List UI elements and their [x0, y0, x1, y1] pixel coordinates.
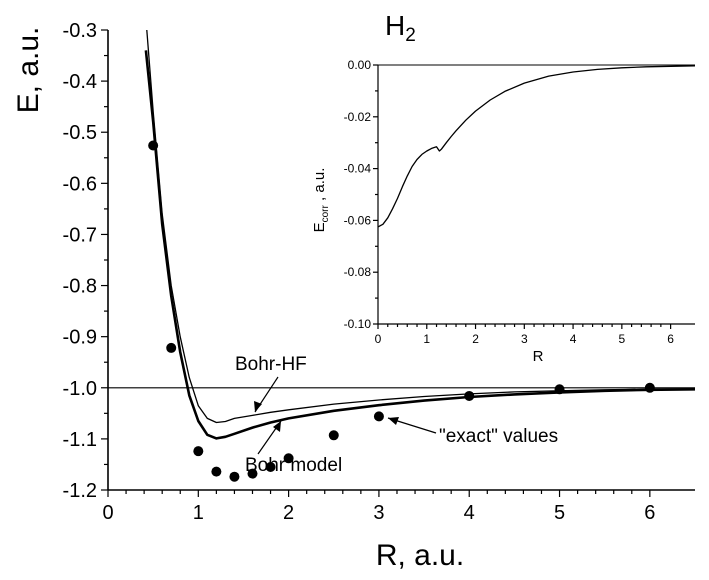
bohr-model-curve — [144, 50, 696, 440]
main-y-tick-label: -1.2 — [63, 480, 97, 502]
inset-x-tick-label: 2 — [472, 332, 479, 346]
main-x-tick-label: 1 — [193, 502, 204, 524]
exact-value-marker — [247, 468, 258, 479]
main-x-tick-label: 3 — [373, 502, 384, 524]
inset-x-axis-title: R — [533, 348, 544, 365]
exact-value-marker — [328, 430, 339, 441]
main-y-tick-label: -0.4 — [63, 71, 97, 93]
exact-value-marker — [464, 390, 475, 401]
inset-x-tick-label: 1 — [423, 332, 430, 346]
annotation-bohr-hf: Bohr-HF — [235, 354, 307, 375]
inset-x-tick-label: 4 — [570, 332, 577, 346]
arrowhead-bohr-hf — [254, 401, 262, 412]
main-x-tick-label: 6 — [644, 502, 655, 524]
main-y-tick-label: -1.1 — [63, 429, 97, 451]
main-y-tick-label: -0.7 — [63, 224, 97, 246]
arrowhead-bohr-model — [273, 421, 281, 432]
inset-x-tick-label: 6 — [667, 332, 674, 346]
main-y-tick-label: -1.0 — [63, 378, 97, 400]
main-ticks: 0 1 2 3 4 5 6 -0.3 -0.4 -0.5 -0.6 -0.7 -0.8 -0.9 -1.0 -… — [63, 20, 656, 524]
inset-ticks: 0 1 2 3 4 5 6 0.00 -0.02 -0.04 -0.06 -0.08 -0.10 — [344, 58, 695, 346]
correlation-energy-curve — [377, 65, 696, 228]
inset-y-axis-title-subscript: corr — [320, 204, 331, 222]
annotation-exact-values: "exact" values — [439, 426, 558, 447]
main-series-group — [144, 29, 696, 440]
inset-y-tick-label: -0.04 — [344, 162, 372, 176]
main-x-tick-label: 0 — [102, 502, 113, 524]
inset-y-tick-label: -0.10 — [344, 317, 372, 331]
annotation-bohr-model: Bohr model — [245, 455, 342, 476]
exact-value-marker — [193, 446, 204, 457]
exact-value-marker — [211, 466, 222, 477]
main-x-tick-label: 2 — [283, 502, 294, 524]
arrowhead-exact-values — [388, 417, 399, 425]
inset-y-axis-title-rest: , a.u. — [311, 168, 328, 206]
inset-x-tick-label: 5 — [619, 332, 626, 346]
exact-value-marker — [148, 140, 159, 151]
main-y-tick-label: -0.5 — [63, 122, 97, 144]
inset-title-main: H — [385, 10, 405, 41]
exact-value-marker — [554, 384, 565, 395]
inset-y-axis-title-main: E — [311, 222, 328, 232]
main-y-tick-label: -0.3 — [63, 20, 97, 42]
bohr-hf-curve — [146, 29, 696, 424]
exact-value-marker — [373, 411, 384, 422]
exact-value-marker — [644, 382, 655, 393]
annotations: Bohr-HF Bohr model "exact" values — [235, 354, 558, 476]
exact-value-marker — [265, 462, 276, 472]
inset-x-tick-label: 0 — [375, 332, 382, 346]
main-y-tick-label: -0.9 — [63, 327, 97, 349]
inset-title-subscript: 2 — [405, 25, 416, 46]
main-y-tick-label: -0.6 — [63, 173, 97, 195]
exact-value-marker — [283, 453, 294, 464]
main-y-tick-label: -0.8 — [63, 276, 97, 298]
inset-y-tick-label: -0.08 — [344, 265, 372, 279]
inset-y-tick-label: 0.00 — [348, 58, 372, 72]
exact-value-marker — [229, 471, 240, 482]
inset-background — [378, 62, 696, 324]
inset-y-tick-label: -0.06 — [344, 213, 372, 227]
inset-x-tick-label: 3 — [521, 332, 528, 346]
inset-y-tick-label: -0.02 — [344, 110, 372, 124]
main-x-axis-title: R, a.u. — [376, 539, 464, 572]
main-x-tick-label: 4 — [464, 502, 475, 524]
exact-values-markers — [148, 140, 655, 482]
main-y-axis-title: E, a.u. — [12, 27, 45, 114]
inset-series-group — [377, 65, 696, 228]
main-x-tick-label: 5 — [554, 502, 565, 524]
exact-value-marker — [166, 342, 177, 353]
inset-title: H2 — [385, 10, 416, 46]
inset-y-axis-title: Ecorr , a.u. — [311, 168, 331, 233]
